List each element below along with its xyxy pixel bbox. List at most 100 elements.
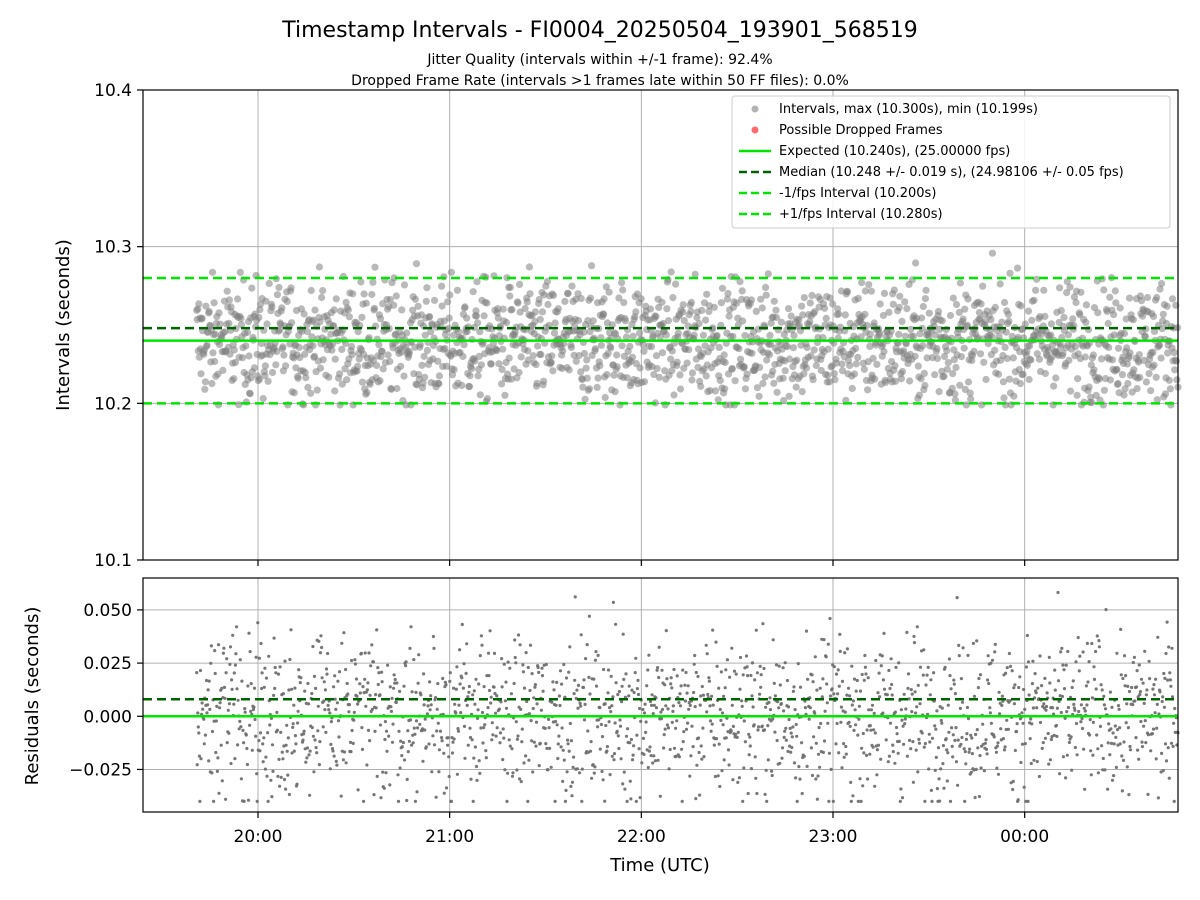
intervals-point: [673, 358, 681, 366]
residuals-y-tick-label-2: 0.025: [83, 654, 132, 674]
residuals-point: [597, 718, 601, 722]
residuals-point: [302, 732, 306, 736]
residuals-point: [794, 722, 798, 727]
residuals-point: [717, 686, 721, 690]
residuals-point: [945, 748, 949, 752]
residuals-point: [294, 742, 298, 746]
residuals-point: [1115, 651, 1119, 655]
residuals-point: [764, 705, 768, 709]
residuals-point: [502, 662, 506, 666]
residuals-point: [475, 778, 479, 783]
residuals-point: [789, 750, 793, 754]
residuals-point: [555, 723, 559, 727]
residuals-point: [506, 771, 510, 775]
intervals-point: [679, 308, 687, 316]
intervals-point: [793, 356, 801, 364]
residuals-point: [518, 643, 522, 647]
residuals-point: [1121, 758, 1126, 763]
intervals-point: [1028, 316, 1036, 324]
intervals-point: [1081, 353, 1089, 361]
residuals-point: [626, 727, 630, 731]
residuals-point: [414, 690, 418, 695]
residuals-point: [946, 703, 950, 707]
residuals-point: [407, 739, 411, 743]
intervals-point: [575, 352, 583, 360]
intervals-point: [1023, 361, 1031, 369]
residuals-point: [1104, 608, 1108, 612]
intervals-point: [901, 298, 909, 306]
residuals-point: [1126, 726, 1130, 730]
intervals-point: [1014, 333, 1022, 342]
residuals-panel: −0.0250.0000.0250.050 20:00 21:00 22:00 23:…: [22, 560, 1180, 876]
residuals-point: [951, 755, 955, 759]
residuals-point: [846, 686, 851, 690]
residuals-point: [822, 638, 826, 642]
residuals-point: [1014, 729, 1019, 734]
residuals-point: [1134, 736, 1138, 740]
intervals-point: [390, 301, 398, 309]
residuals-point: [732, 669, 737, 673]
residuals-point: [391, 722, 395, 726]
residuals-point: [298, 681, 302, 685]
residuals-y-ticks: −0.0250.0000.0250.050: [69, 601, 143, 780]
intervals-point: [688, 376, 696, 384]
residuals-point: [1054, 723, 1058, 728]
residuals-point: [767, 700, 771, 705]
residuals-point: [405, 798, 409, 803]
residuals-point: [1041, 741, 1045, 745]
residuals-point: [838, 632, 842, 637]
residuals-point: [957, 643, 961, 648]
residuals-point: [1103, 768, 1107, 772]
residuals-point: [495, 694, 499, 698]
residuals-point: [563, 695, 567, 699]
residuals-point: [840, 679, 845, 684]
intervals-point: [499, 345, 507, 353]
residuals-point: [670, 686, 674, 690]
residuals-point: [1121, 676, 1125, 681]
intervals-point: [731, 377, 739, 385]
residuals-point: [275, 728, 279, 732]
residuals-point: [743, 740, 748, 744]
residuals-point: [1073, 708, 1077, 712]
residuals-point: [583, 702, 587, 707]
intervals-point: [597, 341, 606, 349]
intervals-point: [358, 313, 366, 321]
intervals-point: [1033, 275, 1041, 283]
residuals-point: [266, 799, 270, 804]
residuals-point: [279, 730, 283, 735]
residuals-point: [920, 731, 924, 735]
residuals-point: [988, 711, 993, 715]
residuals-point: [274, 671, 278, 675]
intervals-point: [819, 334, 827, 342]
intervals-point: [799, 311, 807, 319]
residuals-point: [800, 741, 804, 745]
intervals-point: [338, 345, 346, 353]
intervals-point: [944, 359, 952, 367]
intervals-point: [369, 278, 377, 286]
residuals-point: [329, 720, 333, 724]
residuals-point: [831, 799, 835, 804]
residuals-point: [236, 698, 240, 702]
residuals-point: [558, 703, 562, 708]
residuals-point: [576, 706, 580, 710]
residuals-point: [1102, 703, 1106, 707]
intervals-point: [951, 396, 960, 404]
residuals-point: [947, 730, 951, 734]
residuals-point: [553, 799, 557, 804]
residuals-point: [556, 742, 560, 746]
residuals-point: [659, 710, 663, 714]
residuals-point: [402, 758, 407, 762]
intervals-point: [1158, 280, 1166, 288]
residuals-point: [1085, 703, 1089, 707]
residuals-point: [566, 738, 570, 742]
residuals-point: [252, 686, 257, 690]
residuals-point: [444, 786, 449, 790]
residuals-point: [521, 663, 525, 667]
residuals-point: [610, 704, 614, 708]
residuals-point: [449, 799, 453, 804]
residuals-point: [540, 674, 545, 678]
residuals-point: [688, 703, 692, 708]
residuals-point: [1110, 778, 1115, 782]
residuals-point: [1005, 666, 1009, 670]
residuals-point: [1166, 678, 1170, 682]
